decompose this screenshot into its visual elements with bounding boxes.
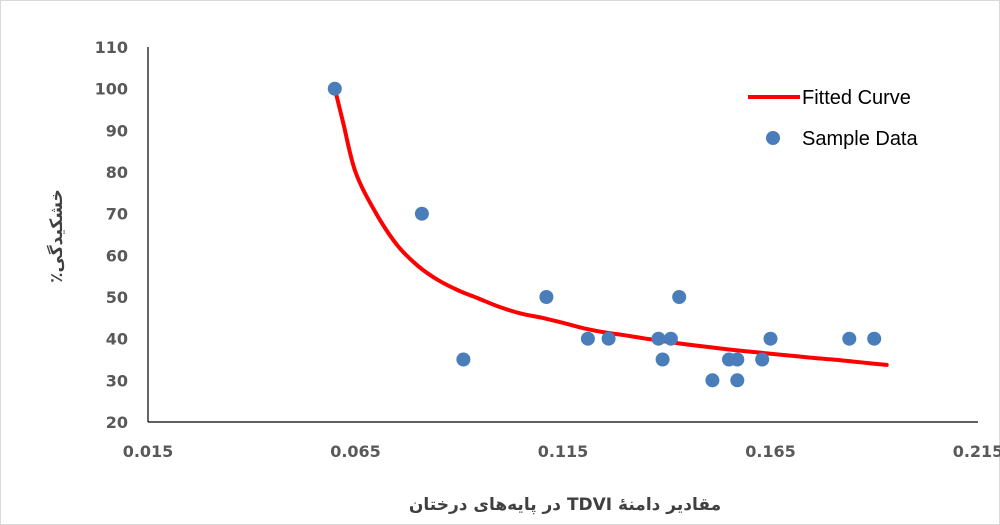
x-tick-label: 0.115 [538, 442, 589, 461]
sample-data-point [651, 331, 666, 346]
sample-data-point [730, 373, 745, 388]
legend-label-sample-data: Sample Data [802, 128, 918, 150]
x-tick-labels: 0.015 0.065 0.115 0.165 0.215 [123, 442, 1000, 461]
sample-points-layer [327, 81, 882, 388]
y-tick-label: 90 [106, 121, 128, 140]
sample-data-point [867, 331, 882, 346]
axes [147, 47, 978, 423]
sample-data-point [705, 373, 720, 388]
sample-data-point [327, 81, 342, 96]
sample-data-point [663, 331, 678, 346]
y-tick-label: 60 [106, 246, 128, 265]
legend-label-fitted-curve: Fitted Curve [802, 87, 911, 109]
y-tick-label: 80 [106, 163, 128, 182]
y-tick-labels: 20 30 40 50 60 70 80 90 100 110 [95, 38, 128, 432]
x-tick-label: 0.165 [745, 442, 796, 461]
y-tick-label: 110 [95, 38, 128, 57]
sample-data-point [414, 206, 429, 221]
x-tick-label: 0.065 [330, 442, 381, 461]
legend-marker-swatch [766, 131, 780, 145]
y-tick-label: 50 [106, 288, 128, 307]
x-axis-title: مقادیر دامنهٔ TDVI در پایه‌های درختان [409, 495, 721, 515]
sample-data-point [755, 352, 770, 367]
y-tick-label: 20 [106, 413, 128, 432]
sample-data-point [601, 331, 616, 346]
x-tick-label: 0.215 [953, 442, 1000, 461]
fitted-curve-line [332, 86, 889, 367]
sample-data-point [842, 331, 857, 346]
sample-data-point [456, 352, 471, 367]
legend: Fitted Curve Sample Data [748, 87, 918, 150]
fitted-curve-layer [332, 86, 889, 367]
sample-data-point [730, 352, 745, 367]
sample-data-point [580, 331, 595, 346]
y-tick-label: 70 [106, 205, 128, 224]
sample-data-point [672, 290, 687, 304]
sample-data-point [763, 331, 778, 346]
y-tick-label: 100 [95, 80, 128, 99]
sample-data-point [539, 290, 554, 304]
y-tick-label: 30 [106, 371, 128, 390]
x-tick-label: 0.015 [123, 442, 174, 461]
y-axis-title: خشکیدگی٪ [46, 189, 67, 283]
sample-data-point [655, 352, 670, 367]
y-tick-label: 40 [106, 330, 128, 349]
